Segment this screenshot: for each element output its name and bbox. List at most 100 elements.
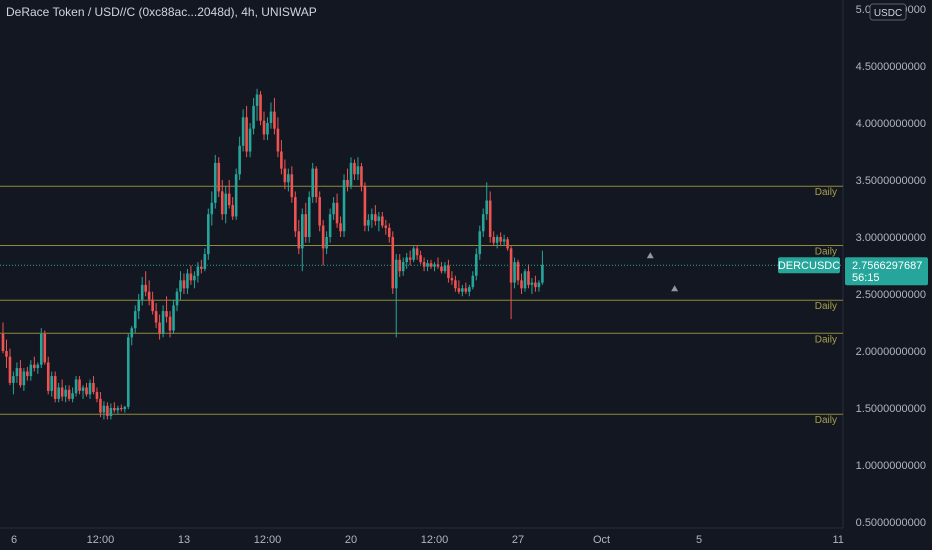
candle-up [179, 280, 182, 292]
candle-down [147, 291, 151, 300]
candle-down [450, 278, 454, 281]
time-tick-label: 6 [11, 534, 17, 546]
bar-countdown: 56:15 [852, 272, 880, 284]
candle-down [384, 225, 388, 228]
candle-up [140, 284, 144, 300]
candle-up [443, 265, 447, 272]
candle-down [85, 387, 88, 395]
candle-down [534, 282, 537, 288]
price-tick-label: 2.5000000000 [856, 289, 926, 301]
price-tick-label: 4.0000000000 [856, 118, 926, 130]
candle-up [50, 376, 54, 391]
candle-up [126, 337, 130, 407]
candle-up [311, 168, 315, 198]
candle-up [300, 214, 304, 249]
time-tick-label: 13 [178, 534, 190, 546]
candle-down [99, 398, 102, 413]
candle-up [130, 328, 134, 338]
time-tick-label: 12:00 [87, 534, 115, 546]
candle-up [15, 368, 19, 377]
candle-down [304, 214, 308, 237]
candle-up [123, 406, 127, 410]
candle-down [290, 174, 294, 198]
price-tick-label: 3.0000000000 [856, 232, 926, 244]
candle-down [276, 128, 280, 152]
candle-down [457, 288, 461, 292]
candle-up [332, 202, 335, 215]
candle-up [234, 174, 238, 217]
candle-down [217, 162, 221, 192]
candle-up [39, 333, 43, 365]
candle-down [454, 280, 457, 289]
candle-down [262, 120, 266, 135]
candle-up [193, 275, 196, 281]
candle-up [57, 387, 60, 399]
candle-down [227, 193, 231, 206]
candle-down [419, 255, 422, 263]
candle-up [349, 162, 353, 186]
event-marker [671, 285, 679, 292]
time-axis[interactable]: 6 12:00 13 12:00 20 12:00 27 Oct 5 11 [11, 534, 844, 546]
price-axis[interactable]: 5.00000000004.50000000004.00000000003.50… [856, 4, 926, 529]
candle-up [241, 117, 245, 146]
candle-up [186, 273, 189, 289]
unit-badge[interactable]: USDC [869, 3, 907, 21]
candle-down [447, 265, 450, 279]
current-price-value: 2.7566297687 [852, 260, 922, 272]
candle-up [287, 174, 290, 183]
candle-up [133, 311, 137, 329]
price-tick-label: 1.0000000000 [856, 460, 926, 472]
candle-down [492, 237, 495, 243]
candle-up [401, 262, 405, 272]
candle-down [120, 408, 123, 410]
candle-down [273, 111, 276, 129]
candle-up [523, 271, 527, 289]
candle-down [92, 382, 95, 393]
candle-up [426, 263, 429, 267]
candle-down [67, 389, 71, 399]
candle-down [283, 168, 287, 183]
candle-down [488, 200, 492, 237]
price-tick-label: 1.5000000000 [856, 403, 926, 415]
symbol-label: DERCUSDC [778, 260, 840, 272]
candle-down [415, 248, 419, 256]
time-tick-label: Oct [593, 534, 610, 546]
candle-up [252, 105, 255, 129]
candle-down [46, 362, 50, 391]
candle-down [335, 202, 339, 224]
chart-title: DeRace Token / USD//C (0xc88ac...2048d),… [6, 5, 317, 19]
candle-up [172, 305, 175, 331]
candle-down [346, 180, 349, 186]
candle-up [471, 275, 475, 288]
price-tick-label: 0.5000000000 [856, 517, 926, 529]
candle-up [36, 364, 40, 369]
candle-down [339, 223, 342, 232]
candle-up [461, 288, 464, 292]
level-label: Daily [815, 334, 837, 345]
candle-down [113, 408, 116, 411]
candle-down [429, 263, 433, 267]
candle-up [325, 237, 328, 249]
candle-down [245, 117, 248, 152]
candle-up [405, 257, 408, 263]
candle-up [81, 387, 85, 391]
candle-up [12, 376, 15, 383]
candle-up [269, 111, 273, 123]
candle-down [151, 299, 154, 312]
candle-up [478, 231, 482, 255]
candle-down [19, 368, 22, 386]
candle-down [1, 333, 5, 351]
time-tick-label: 20 [345, 534, 357, 546]
level-label: Daily [815, 187, 837, 198]
candle-up [210, 202, 214, 215]
time-tick-label: 27 [512, 534, 524, 546]
candle-down [154, 311, 158, 323]
price-tag [845, 257, 928, 286]
candle-up [196, 266, 200, 276]
candle-down [391, 237, 395, 289]
candle-up [29, 364, 33, 377]
candle-up [74, 379, 78, 394]
candle-up [377, 216, 381, 222]
